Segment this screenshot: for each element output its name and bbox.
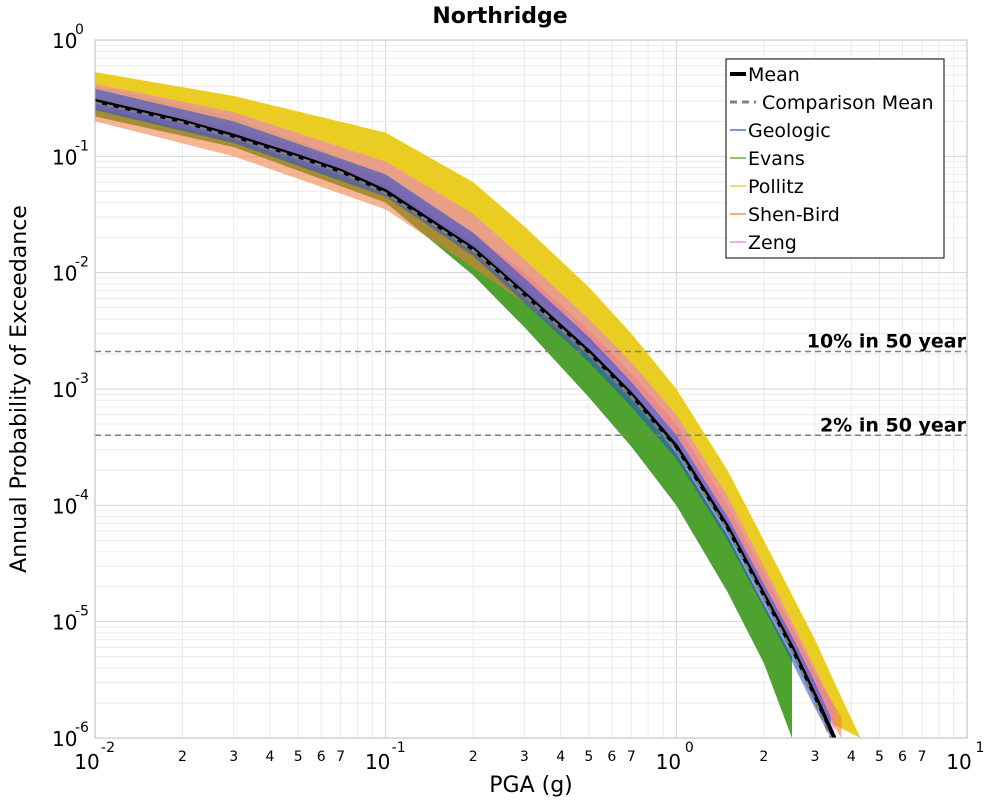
x-tick-label: 10	[656, 750, 681, 774]
x-tick-label: 10	[74, 750, 99, 774]
band-pollitz	[95, 72, 861, 738]
legend-item: Evans	[730, 148, 805, 170]
series-lines	[95, 98, 837, 738]
x-tick-exponent: 1	[976, 740, 985, 756]
x-minor-tick-label: 6	[898, 749, 907, 765]
legend-label: Evans	[748, 148, 805, 170]
x-minor-tick-label: 5	[875, 749, 884, 765]
x-minor-tick-label: 3	[520, 749, 529, 765]
series-line-mean	[95, 98, 837, 738]
x-axis-label: PGA (g)	[489, 773, 573, 798]
y-tick-label: 10	[52, 262, 77, 286]
y-tick-label: 10	[52, 494, 77, 518]
x-minor-tick-label: 3	[229, 749, 238, 765]
legend-label: Shen-Bird	[748, 204, 840, 226]
y-tick-label: 10	[52, 29, 77, 53]
x-minor-tick-label: 3	[811, 749, 820, 765]
series-line-comparison-mean	[95, 101, 832, 738]
band-zeng	[95, 83, 835, 738]
series-bands	[95, 72, 861, 738]
y-tick-exponent: -6	[75, 720, 89, 736]
legend-item: Mean	[730, 64, 800, 86]
x-minor-tick-label: 5	[584, 749, 593, 765]
x-tick-exponent: 0	[685, 740, 694, 756]
x-minor-tick-label: 2	[178, 749, 187, 765]
reference-lines: 10% in 50 year 2% in 50 year	[95, 331, 967, 436]
x-minor-tick-label: 6	[607, 749, 616, 765]
legend-label: Pollitz	[748, 176, 804, 198]
legend-item: Geologic	[730, 120, 831, 142]
y-tick-exponent: -3	[75, 371, 89, 387]
reference-line-label: 2% in 50 year	[820, 414, 967, 436]
x-minor-tick-label: 7	[336, 749, 345, 765]
legend-label: Geologic	[748, 120, 831, 142]
chart-title: Northridge	[432, 4, 567, 29]
x-minor-tick-label: 6	[317, 749, 326, 765]
y-tick-exponent: -2	[75, 255, 89, 271]
legend-label: Zeng	[748, 232, 797, 254]
x-minor-tick-label: 2	[469, 749, 478, 765]
legend: Mean Comparison Mean Geologic Evans Pollitz S…	[725, 58, 945, 259]
x-minor-tick-label: 7	[918, 749, 927, 765]
x-tick-label: 10	[365, 750, 390, 774]
x-minor-tick-label: 4	[266, 749, 275, 765]
y-tick-label: 10	[52, 378, 77, 402]
y-tick-label: 10	[52, 611, 77, 635]
x-tick-exponent: -2	[101, 740, 115, 756]
legend-item: Pollitz	[730, 176, 804, 198]
x-minor-tick-label: 2	[759, 749, 768, 765]
y-tick-label: 10	[52, 145, 77, 169]
x-minor-tick-label: 5	[294, 749, 303, 765]
y-tick-exponent: -1	[75, 138, 89, 154]
y-tick-exponent: -4	[75, 487, 89, 503]
legend-frame	[725, 58, 945, 259]
legend-item: Zeng	[730, 232, 797, 254]
x-minor-tick-label: 4	[556, 749, 565, 765]
reference-line-label: 10% in 50 year	[807, 331, 967, 353]
legend-label: Mean	[748, 64, 800, 86]
x-minor-tick-label: 4	[847, 749, 856, 765]
y-tick-label: 10	[52, 727, 77, 751]
legend-label: Comparison Mean	[762, 92, 934, 114]
plot-frame	[94, 39, 968, 739]
legend-item: Shen-Bird	[730, 204, 840, 226]
x-minor-tick-label: 7	[627, 749, 636, 765]
x-tick-label: 10	[946, 750, 971, 774]
x-tick-exponent: -1	[392, 740, 406, 756]
y-tick-exponent: -5	[75, 604, 89, 620]
legend-item: Comparison Mean	[730, 92, 934, 114]
y-axis-label: Annual Probability of Exceedance	[7, 205, 32, 573]
y-tick-exponent: 0	[75, 22, 84, 38]
